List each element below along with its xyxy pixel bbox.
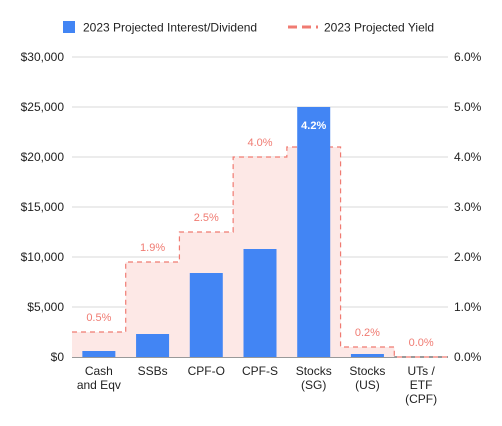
yield-labels: 0.5% 1.9% 2.5% 4.0% 4.2% 0.2% 0.0% [86,120,434,349]
x-tick-label: Stocks (SG) [296,364,332,392]
left-tick-label: $30,000 [21,50,65,64]
yield-data-label: 1.9% [140,242,165,254]
right-tick-label: 0.0% [454,350,482,364]
right-tick-label: 3.0% [454,200,482,214]
x-axis: Cash and Eqv SSBs CPF-O CPF-S Stocks (SG) Stock… [77,364,437,406]
x-tick-label: UTs / ETF (CPF) [405,364,437,406]
yield-data-label: 0.0% [409,337,434,349]
bar [82,351,116,357]
yield-line [72,146,448,358]
legend-swatch-bar [63,21,75,33]
bar [297,107,331,357]
left-tick-label: $15,000 [21,200,65,214]
legend-label-bar: 2023 Projected Interest/Dividend [83,21,257,35]
x-tick-label: CPF-O [188,364,225,378]
yield-data-label: 2.5% [194,212,219,224]
yield-data-label: 4.2% [301,120,326,132]
left-axis: $0 $5,000 $10,000 $15,000 $20,000 $25,000 $30,… [21,50,65,364]
left-tick-label: $10,000 [21,250,65,264]
left-tick-label: $5,000 [27,300,64,314]
bar [350,354,384,357]
left-tick-label: $25,000 [21,100,65,114]
legend: 2023 Projected Interest/Dividend 2023 Pr… [63,21,434,35]
left-tick-label: $20,000 [21,150,65,164]
right-tick-label: 2.0% [454,250,482,264]
yield-data-label: 4.0% [247,137,272,149]
bar [189,273,223,357]
x-tick-label: Cash and Eqv [77,364,121,392]
right-tick-label: 5.0% [454,100,482,114]
left-tick-label: $0 [51,350,65,364]
yield-data-label: 0.5% [86,312,111,324]
bars [82,107,384,357]
bar [136,334,170,357]
x-tick-label: SSBs [138,364,168,378]
right-axis: 0.0% 1.0% 2.0% 3.0% 4.0% 5.0% 6.0% [454,50,482,364]
right-tick-label: 4.0% [454,150,482,164]
bar [243,249,277,357]
legend-label-yield: 2023 Projected Yield [324,21,434,35]
x-tick-label: Stocks (US) [349,364,385,392]
right-tick-label: 1.0% [454,300,482,314]
x-tick-label: CPF-S [242,364,278,378]
yield-data-label: 0.2% [355,327,380,339]
right-tick-label: 6.0% [454,50,482,64]
